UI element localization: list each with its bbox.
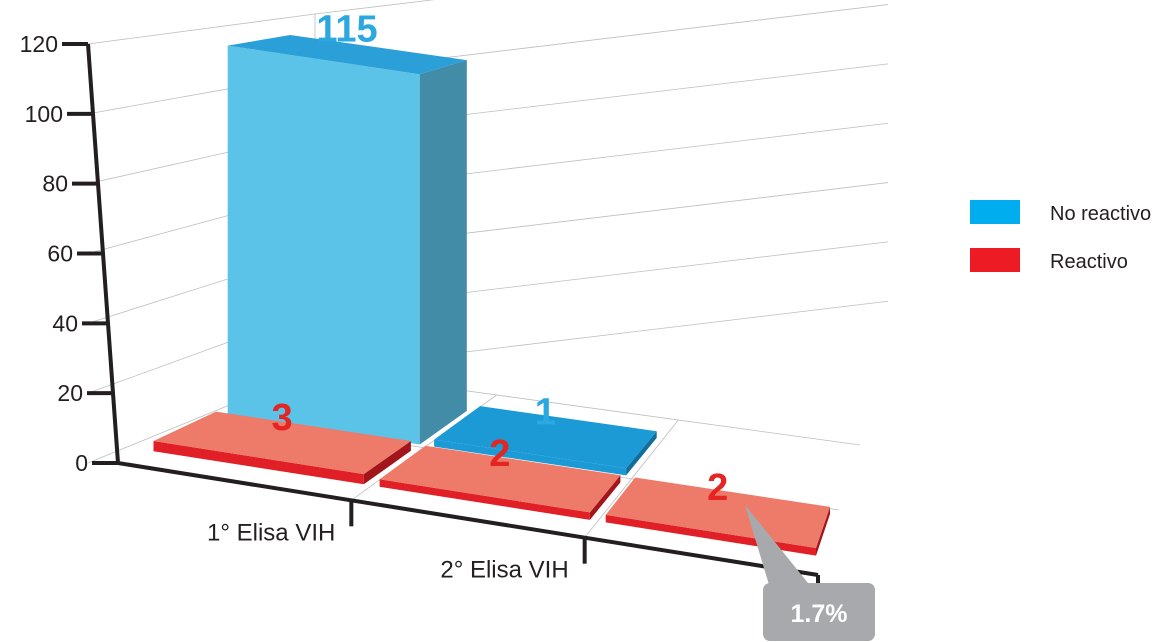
x-axis (117, 461, 819, 577)
callout-box (763, 583, 875, 641)
bar-reactivo (153, 411, 411, 485)
back-wall-gridline (314, 0, 436, 15)
bar-top-face (227, 35, 467, 75)
y-tick-label: 100 (25, 101, 63, 127)
bar-side-face (363, 441, 411, 485)
bar-side-face (419, 60, 467, 445)
y-tick-label: 80 (42, 171, 68, 197)
bar-front-face (227, 45, 420, 445)
bar-front-face (379, 479, 590, 520)
bar-no-reactivo (434, 406, 657, 476)
bar-side-face (626, 431, 657, 476)
y-tick-label: 0 (75, 450, 88, 476)
bar-value-label: 1 (535, 391, 556, 433)
legend-swatch (970, 200, 1020, 224)
callout-text: 1.7% (791, 600, 848, 628)
annotation-callout: 1.7% (745, 505, 875, 641)
y-tick-label: 40 (52, 310, 78, 336)
legend-label: No reactivo (1050, 203, 1151, 225)
bar-reactivo (379, 445, 621, 520)
bar-top-face (605, 477, 830, 548)
legend-swatch (970, 248, 1020, 272)
bars (153, 35, 830, 556)
bar-side-face (589, 475, 621, 520)
bar-front-face (434, 439, 627, 476)
bar-value-label: 115 (316, 9, 377, 51)
labels: 115 1 3 2 2 (271, 9, 728, 509)
bar-value-label: 3 (271, 397, 292, 439)
bar-top-face (379, 445, 621, 513)
y-tick-label: 120 (20, 31, 58, 57)
bar-side-face (816, 506, 830, 556)
bar-front-face (153, 441, 364, 485)
legend: No reactivo Reactivo (970, 200, 1151, 273)
y-tick-label: 20 (57, 380, 83, 406)
bar-value-label: 2 (489, 433, 510, 475)
callout-pointer (745, 505, 812, 588)
x-category-label: 2° Elisa VIH (440, 557, 568, 584)
bar-value-label: 2 (707, 467, 728, 509)
bar-top-face (153, 411, 411, 475)
side-wall-gridline (87, 13, 316, 45)
bar-top-face (434, 406, 657, 469)
legend-label: Reactivo (1050, 251, 1128, 273)
x-category-label: 1° Elisa VIH (207, 519, 335, 546)
bar-no-reactivo (227, 35, 467, 445)
y-tick-label: 60 (47, 241, 73, 267)
